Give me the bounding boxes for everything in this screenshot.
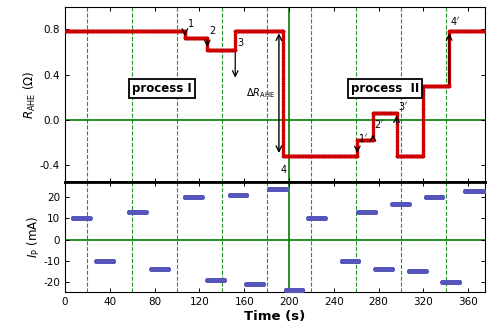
Text: $\mathit{2'}$: $\mathit{2'}$ — [374, 118, 384, 130]
Text: $\mathit{3}$: $\mathit{3}$ — [237, 36, 244, 47]
Text: $\mathit{2}$: $\mathit{2}$ — [209, 24, 216, 36]
Y-axis label: $I_{\mathrm{P}}$ (mA): $I_{\mathrm{P}}$ (mA) — [26, 216, 42, 258]
X-axis label: Time (s): Time (s) — [244, 310, 306, 323]
Text: $\mathit{1}$: $\mathit{1}$ — [186, 17, 194, 29]
Text: process  II: process II — [350, 82, 419, 95]
Text: process I: process I — [132, 82, 192, 95]
Text: $\mathit{4'}$: $\mathit{4'}$ — [450, 15, 460, 27]
Y-axis label: $R_{\mathrm{AHE}}$ ($\Omega$): $R_{\mathrm{AHE}}$ ($\Omega$) — [22, 70, 38, 119]
Text: $\mathit{4}$: $\mathit{4}$ — [280, 163, 287, 175]
Text: $\mathit{1'}$: $\mathit{1'}$ — [358, 132, 368, 144]
Text: $\mathit{3'}$: $\mathit{3'}$ — [398, 100, 407, 112]
Text: $\Delta R_{\mathrm{AHE}}$: $\Delta R_{\mathrm{AHE}}$ — [246, 86, 276, 100]
